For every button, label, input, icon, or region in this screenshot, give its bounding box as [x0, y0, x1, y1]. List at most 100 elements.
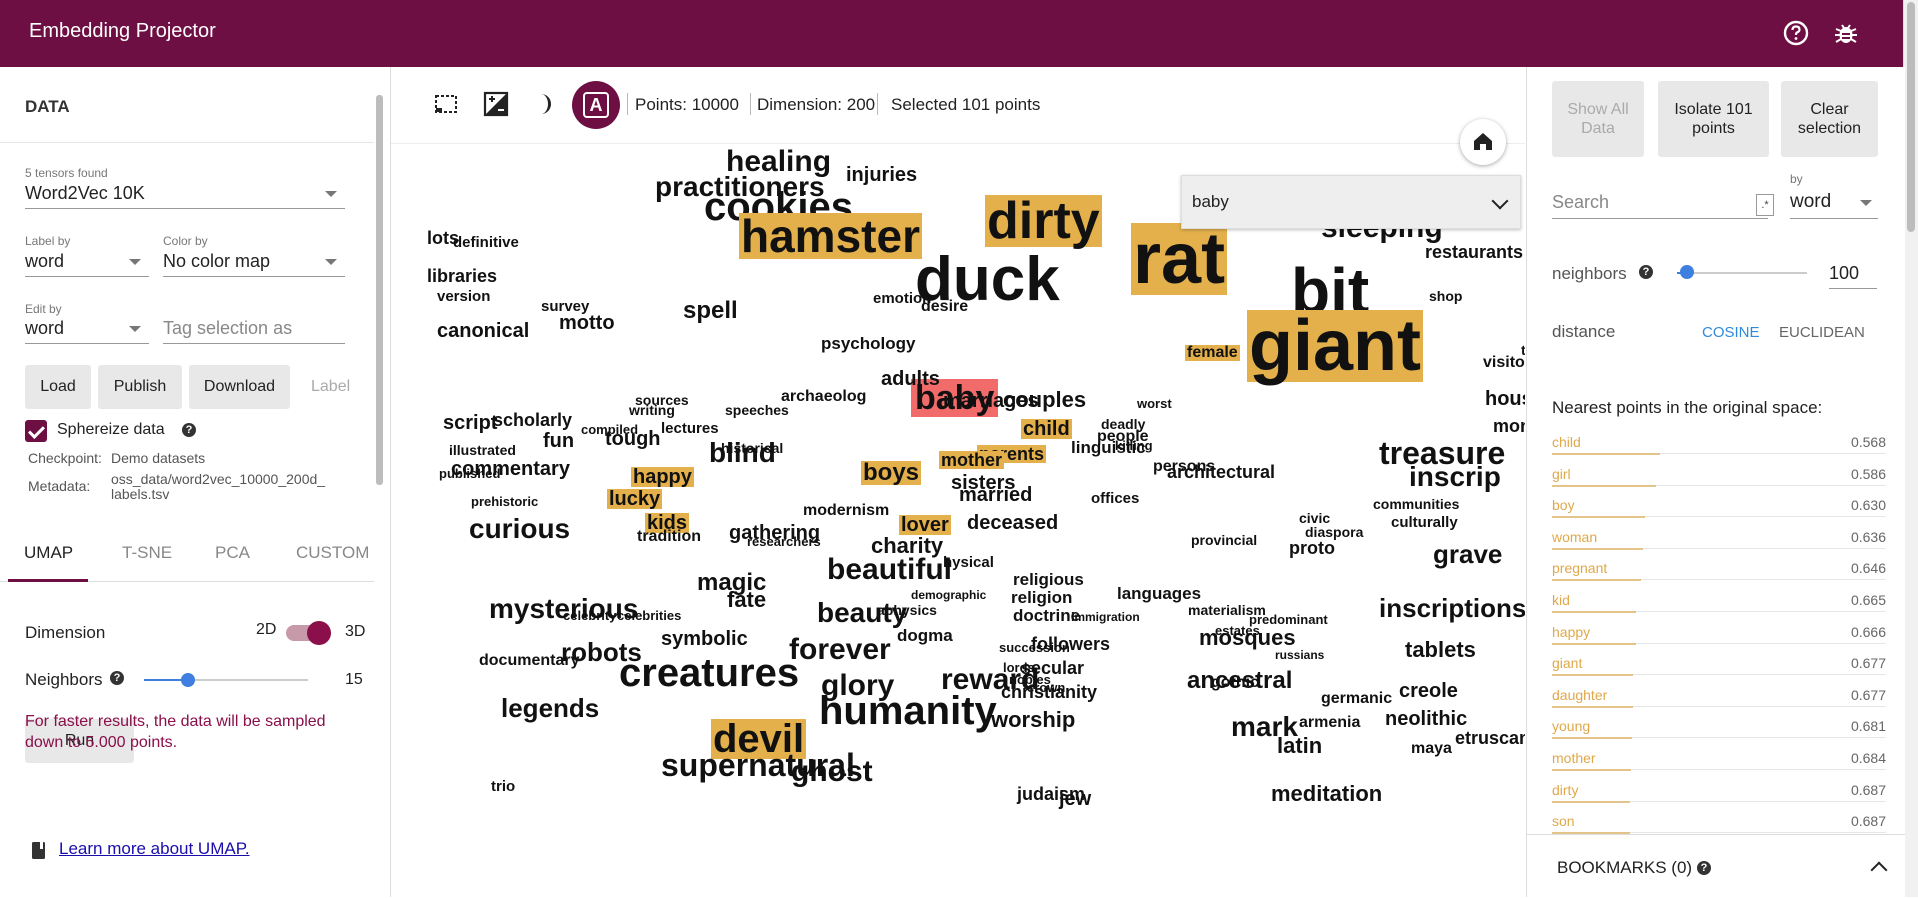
word-label[interactable]: architectural	[1167, 462, 1276, 482]
word-label[interactable]: creole	[1399, 680, 1458, 702]
tab-umap[interactable]: UMAP	[24, 543, 74, 562]
word-label[interactable]: published	[439, 466, 501, 481]
word-label[interactable]: maya	[1411, 740, 1452, 757]
highlighted-word-label[interactable]: rat	[1131, 219, 1228, 299]
help-icon[interactable]: ?	[1639, 265, 1653, 279]
highlighted-word-label[interactable]: dirty	[985, 192, 1102, 250]
moon-icon[interactable]	[531, 91, 557, 117]
word-label[interactable]: secular	[1021, 658, 1085, 678]
word-label[interactable]: followers	[1031, 634, 1111, 654]
word-label[interactable]: charity	[871, 533, 944, 558]
chevron-up-icon[interactable]	[1870, 861, 1888, 879]
word-label[interactable]: script	[443, 412, 498, 434]
word-label[interactable]: immigration	[1071, 610, 1140, 624]
word-label[interactable]: commentary	[451, 458, 570, 480]
slider-knob[interactable]	[1680, 265, 1695, 279]
nearest-point-word[interactable]: giant	[1552, 655, 1583, 672]
word-label[interactable]: nobles	[1009, 672, 1051, 687]
nearest-point-word[interactable]: son	[1552, 813, 1575, 830]
word-label[interactable]: blind	[709, 437, 776, 468]
label-button[interactable]: Label	[311, 378, 351, 395]
word-label[interactable]: robots	[561, 637, 642, 667]
nearest-point-word[interactable]: woman	[1552, 528, 1598, 545]
word-label[interactable]: proto	[1289, 538, 1335, 558]
word-cloud-canvas[interactable]: healing injuries practitioners cookies hamst…	[391, 143, 1525, 897]
word-label[interactable]: doctrine	[1013, 606, 1081, 625]
word-label[interactable]: injuries	[846, 164, 918, 186]
word-label[interactable]: supernatural	[661, 747, 855, 783]
tab-custom[interactable]: CUSTOM	[296, 543, 370, 562]
word-label[interactable]: spell	[683, 297, 738, 324]
slider-knob[interactable]	[181, 673, 196, 687]
download-button[interactable]: Download	[189, 365, 290, 409]
word-label[interactable]: definitive	[453, 234, 519, 251]
word-label[interactable]: motto	[559, 312, 615, 334]
word-label[interactable]: scholarly	[493, 410, 573, 430]
word-label[interactable]: prehistoric	[471, 494, 539, 509]
word-label[interactable]: monuments	[1493, 416, 1525, 436]
word-label[interactable]: latin	[1277, 733, 1323, 758]
word-label[interactable]: aphysics	[877, 602, 937, 618]
reset-view-button[interactable]	[1460, 119, 1506, 165]
word-label[interactable]: married	[959, 484, 1033, 506]
nearest-point-row[interactable]: daughter 0.677	[1552, 684, 1886, 716]
dimension-toggle-knob[interactable]	[307, 621, 331, 645]
edit-by-select[interactable]: word	[25, 315, 149, 344]
word-label[interactable]: worship	[991, 707, 1076, 732]
word-label[interactable]: linguistic	[1071, 438, 1146, 457]
word-label[interactable]: grave	[1433, 539, 1503, 569]
word-label[interactable]: crown	[1027, 680, 1066, 695]
word-label[interactable]: languages	[1117, 584, 1202, 603]
search-input[interactable]: Search	[1552, 188, 1768, 219]
highlighted-word-label[interactable]: giant	[1247, 306, 1423, 386]
word-label[interactable]: materialism	[1188, 602, 1266, 618]
show-all-data-button[interactable]: Show All Data	[1552, 81, 1644, 157]
highlighted-word-label[interactable]: lover	[899, 514, 951, 536]
word-label[interactable]: symbolic	[661, 628, 748, 650]
word-label[interactable]: duck	[915, 245, 1060, 314]
word-label[interactable]: emotion	[873, 290, 932, 307]
tag-selection-input[interactable]: Tag selection as	[163, 315, 345, 344]
night-mode-icon[interactable]	[483, 91, 509, 117]
nearest-point-row[interactable]: boy 0.630	[1552, 494, 1886, 526]
highlighted-word-label[interactable]: kids	[645, 512, 690, 534]
word-label[interactable]: writing	[629, 402, 675, 418]
tab-pca[interactable]: PCA	[215, 543, 250, 562]
word-label[interactable]: houses	[1485, 388, 1525, 410]
bookmarks-panel[interactable]: BOOKMARKS (0) ?	[1527, 834, 1905, 898]
word-label[interactable]: mosques	[1199, 625, 1296, 650]
word-label[interactable]: adults	[881, 368, 940, 390]
word-label[interactable]: researchers	[747, 534, 821, 549]
word-label[interactable]: etruscan	[1455, 728, 1525, 748]
word-label[interactable]: psychology	[821, 334, 916, 353]
word-label[interactable]: religion	[1011, 588, 1073, 607]
word-label[interactable]: deceased	[967, 512, 1059, 534]
window-scrollbar[interactable]	[1903, 0, 1918, 897]
word-label[interactable]: glory	[821, 669, 895, 702]
word-label[interactable]: succession	[999, 640, 1070, 655]
label-by-select[interactable]: word	[25, 248, 149, 277]
word-label[interactable]: sisters	[951, 472, 1016, 494]
nearest-point-row[interactable]: son 0.687	[1552, 810, 1886, 842]
nearest-point-word[interactable]: happy	[1552, 623, 1591, 640]
regex-toggle[interactable]: .*	[1756, 194, 1774, 216]
word-label[interactable]: estates	[1215, 623, 1260, 638]
word-label[interactable]: forever	[789, 633, 891, 666]
word-label[interactable]: celebrity	[563, 608, 617, 623]
help-icon[interactable]: ?	[1697, 861, 1711, 875]
word-label[interactable]: tourists	[1521, 342, 1525, 358]
cosine-option[interactable]: COSINE	[1702, 324, 1760, 341]
nearest-point-word[interactable]: dirty	[1552, 781, 1579, 798]
label-mode-icon[interactable]: A	[572, 81, 620, 129]
word-label[interactable]: speeches	[725, 402, 789, 418]
word-label[interactable]: fate	[727, 587, 767, 612]
nearest-point-word[interactable]: young	[1552, 718, 1591, 735]
word-label[interactable]: fun	[543, 430, 575, 452]
word-label[interactable]: offices	[1091, 490, 1140, 507]
select-box-icon[interactable]	[433, 91, 459, 117]
word-label[interactable]: treasure	[1379, 435, 1506, 471]
word-label[interactable]: lots	[427, 228, 460, 248]
nearest-point-word[interactable]: girl	[1552, 465, 1571, 482]
word-label[interactable]: healing	[726, 145, 832, 178]
word-label[interactable]: gothic	[1211, 674, 1259, 691]
